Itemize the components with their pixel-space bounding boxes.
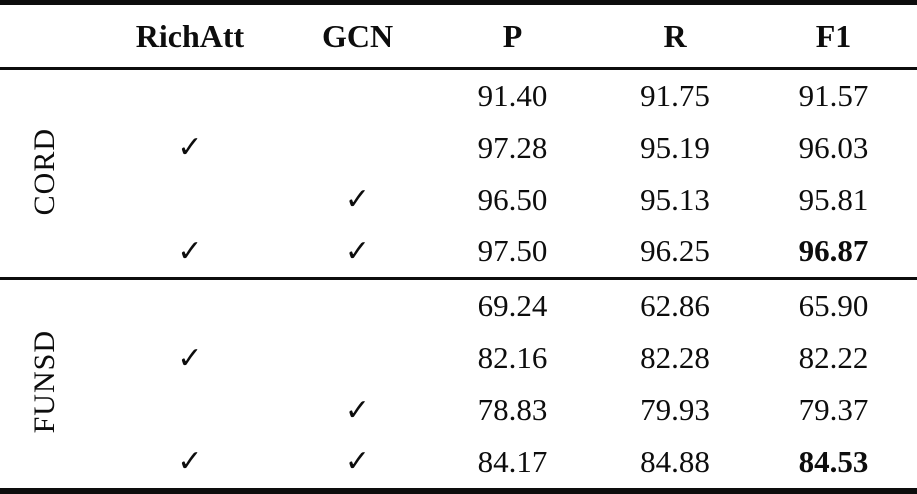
table-row: CORD 91.40 91.75 91.57: [0, 69, 917, 215]
dataset-label-funsd: FUNSD: [0, 279, 90, 491]
cell-gcn-check: ✓: [344, 445, 371, 479]
cell-precision: 82.16: [477, 340, 548, 376]
cell-recall: 84.88: [640, 443, 710, 479]
cell-f1: 82.22: [798, 340, 869, 376]
cell-f1-best: 96.87: [798, 233, 869, 269]
section-funsd: FUNSD 69.24 62.86 65.90 ✓ 82.16 82.28 82…: [0, 279, 917, 491]
cell-precision: 97.28: [477, 129, 548, 165]
cell-richatt-check: ✓: [177, 341, 203, 375]
cell-f1: 91.57: [798, 77, 869, 113]
cell-richatt-check: [90, 279, 290, 332]
cell-precision: 96.50: [477, 181, 548, 217]
cell-richatt-check: ✓: [177, 234, 203, 268]
column-header-richatt: RichAtt: [135, 17, 245, 54]
cell-precision: 91.40: [477, 77, 548, 113]
cell-f1-best: 84.53: [798, 443, 869, 479]
cell-gcn-check: ✓: [344, 183, 371, 217]
cell-recall: 95.13: [640, 181, 710, 217]
cell-recall: 79.93: [640, 392, 710, 428]
cell-richatt-check: ✓: [177, 445, 203, 479]
column-header-gcn: GCN: [321, 17, 394, 54]
table-row: ✓ 97.28 95.19 96.03: [0, 122, 917, 174]
table-row: ✓ 78.83 79.93 79.37: [0, 384, 917, 436]
cell-precision: 97.50: [477, 233, 548, 269]
cell-richatt-check: [90, 384, 290, 436]
cell-gcn-check: [290, 122, 425, 174]
section-cord: CORD 91.40 91.75 91.57 ✓ 97.28 95.19 96.…: [0, 69, 917, 279]
cell-recall: 91.75: [640, 77, 710, 113]
cell-f1: 65.90: [798, 288, 869, 324]
cell-gcn-check: [290, 69, 425, 122]
cell-f1: 95.81: [798, 181, 869, 217]
cell-recall: 62.86: [640, 288, 710, 324]
cell-recall: 82.28: [640, 340, 710, 376]
table-row: FUNSD 69.24 62.86 65.90: [0, 279, 917, 433]
cell-precision: 69.24: [477, 288, 548, 324]
cell-gcn-check: [290, 332, 425, 384]
cell-f1: 96.03: [798, 129, 869, 165]
header-row: RichAtt GCN P R F1: [0, 3, 917, 69]
column-header-f1: F1: [815, 17, 852, 54]
cell-richatt-check: [90, 69, 290, 122]
table-row: ✓ ✓ 97.50 96.25 96.87: [0, 226, 917, 279]
cell-gcn-check: ✓: [344, 393, 371, 427]
cell-precision: 78.83: [477, 392, 548, 428]
header-empty-cell: [0, 3, 90, 69]
table-row: ✓ 96.50 95.13 95.81: [0, 174, 917, 226]
cell-precision: 84.17: [477, 443, 548, 479]
cell-gcn-check: [290, 279, 425, 332]
column-header-p: P: [502, 17, 523, 54]
cell-recall: 95.19: [640, 129, 710, 165]
cell-gcn-check: ✓: [344, 234, 371, 268]
dataset-label-text: FUNSD: [28, 330, 61, 434]
table-row: ✓ ✓ 84.17 84.88 84.53: [0, 436, 917, 491]
dataset-label-cord: CORD: [0, 69, 90, 279]
cell-f1: 79.37: [798, 392, 869, 428]
column-header-r: R: [663, 17, 687, 54]
table-header: RichAtt GCN P R F1: [0, 3, 917, 69]
cell-richatt-check: [90, 174, 290, 226]
cell-richatt-check: ✓: [177, 131, 203, 165]
table-row: ✓ 82.16 82.28 82.22: [0, 332, 917, 384]
dataset-label-text: CORD: [28, 127, 61, 215]
cell-recall: 96.25: [640, 233, 710, 269]
